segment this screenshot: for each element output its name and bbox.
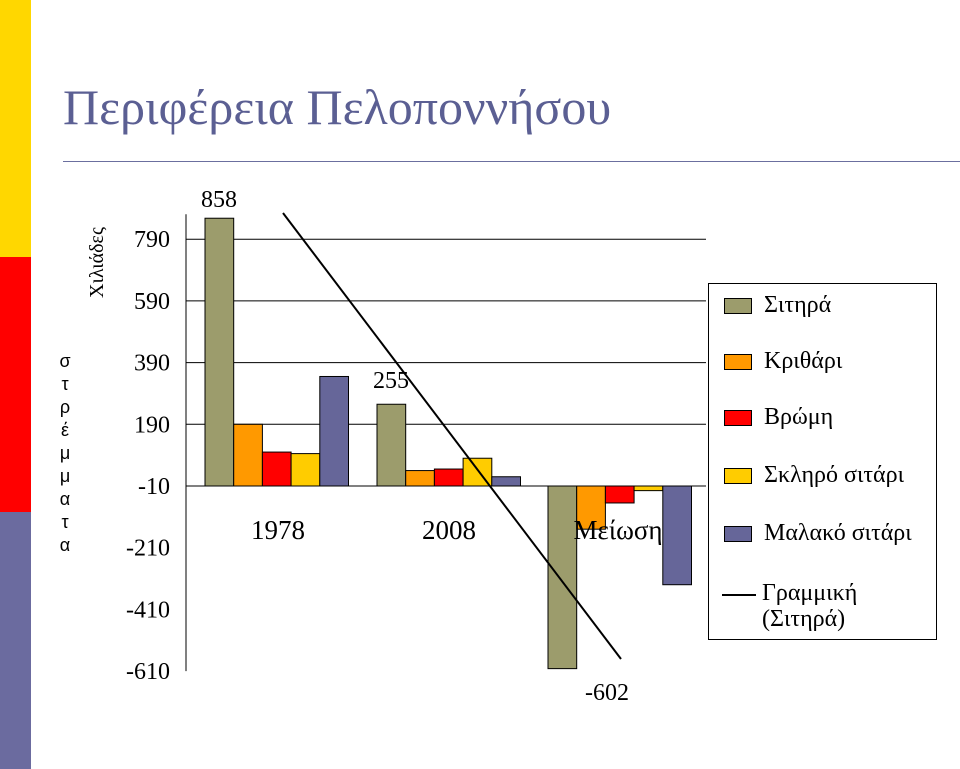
category-labels: 1978 2008 Μείωση (251, 515, 663, 545)
bar-Σιτηρά-1978 (204, 217, 235, 487)
y-tick-label: 590 (134, 289, 170, 315)
legend: Σιτηρά Κριθάρι Βρώμη Σκληρό σιτάρι Μαλακό σι… (708, 283, 937, 640)
legend-label: Κριθάρι (764, 348, 843, 374)
vertical-label-letter: τ (61, 374, 69, 394)
vertical-label-letter: α (59, 489, 71, 509)
bar-Σκληρό-σιτάρι-1978 (290, 453, 321, 487)
vertical-label-letter: μ (59, 466, 71, 486)
gridlines (185, 214, 706, 672)
page-title: Περιφέρεια Πελοποννήσου (63, 79, 612, 135)
y-tick-label: -410 (126, 597, 170, 623)
legend-swatch (724, 354, 752, 370)
legend-item: Σκληρό σιτάρι (724, 462, 904, 488)
bar-Κριθάρι-Μείωση (576, 485, 606, 530)
legend-swatch (724, 526, 752, 542)
vertical-label-letter: ρ (59, 397, 71, 417)
legend-line (722, 594, 756, 596)
bar-Βρώμη-1978 (261, 451, 292, 487)
vertical-label-letter: μ (59, 443, 71, 463)
category-label: 1978 (251, 515, 305, 545)
y-tick-label: 390 (134, 351, 170, 377)
y-tick-label: 190 (134, 412, 170, 438)
trendline (282, 212, 622, 660)
bar-Μαλακό-σιτάρι-Μείωση (662, 485, 692, 586)
bars (204, 217, 692, 670)
bar-Βρώμη-2008 (433, 468, 464, 487)
side-stripe-yellow (0, 0, 31, 257)
data-label: -602 (585, 680, 629, 706)
legend-label: Βρώμη (764, 404, 834, 430)
bar-Σιτηρά-2008 (376, 403, 407, 487)
bar-Κριθάρι-1978 (233, 423, 263, 487)
vertical-label-letter: έ (60, 420, 70, 440)
y-tick-labels: 790 590 390 190 -10 -210 -410 -610 (126, 227, 170, 685)
legend-label: Σιτηρά (764, 292, 832, 318)
y-tick-label: 790 (134, 227, 170, 253)
legend-label: Μαλακό σιτάρι (764, 520, 912, 546)
legend-label: Γραμμική (Σιτηρά) (762, 580, 858, 632)
category-label: 2008 (422, 515, 476, 545)
title-divider (63, 161, 960, 162)
vertical-label-letter: τ (61, 512, 69, 532)
bar-Κριθάρι-2008 (405, 470, 435, 487)
vertical-label-letter: σ (59, 351, 71, 371)
y-tick-label: -610 (126, 659, 170, 685)
bar-Σιτηρά-Μείωση (547, 485, 578, 670)
vertical-label-letter: α (59, 535, 71, 555)
legend-swatch (724, 298, 752, 314)
legend-item: Μαλακό σιτάρι (724, 520, 912, 546)
legend-item: Σιτηρά (724, 292, 831, 318)
side-stripe-red (0, 257, 31, 512)
legend-item: Κριθάρι (724, 348, 842, 374)
side-stripe-blue (0, 512, 31, 769)
data-label: 858 (201, 187, 237, 213)
bar-Βρώμη-Μείωση (604, 485, 635, 504)
y-tick-label: -210 (126, 536, 170, 562)
bar-Σκληρό-σιτάρι-Μείωση (633, 485, 664, 492)
legend-label: Σκληρό σιτάρι (764, 462, 905, 488)
category-label: Μείωση (573, 515, 662, 545)
legend-item-trendline: Γραμμική (Σιτηρά) (722, 580, 912, 632)
legend-swatch (724, 468, 752, 484)
trendline-line (282, 212, 622, 660)
bar-Μαλακό-σιτάρι-2008 (491, 476, 521, 487)
legend-item: Βρώμη (724, 404, 833, 430)
legend-swatch (724, 410, 752, 426)
y-tick-label: -10 (138, 474, 170, 500)
bar-Μαλακό-σιτάρι-1978 (319, 375, 349, 487)
